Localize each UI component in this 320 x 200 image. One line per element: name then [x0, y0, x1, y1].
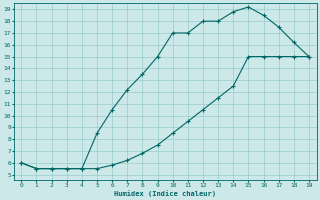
X-axis label: Humidex (Indice chaleur): Humidex (Indice chaleur): [114, 190, 216, 197]
